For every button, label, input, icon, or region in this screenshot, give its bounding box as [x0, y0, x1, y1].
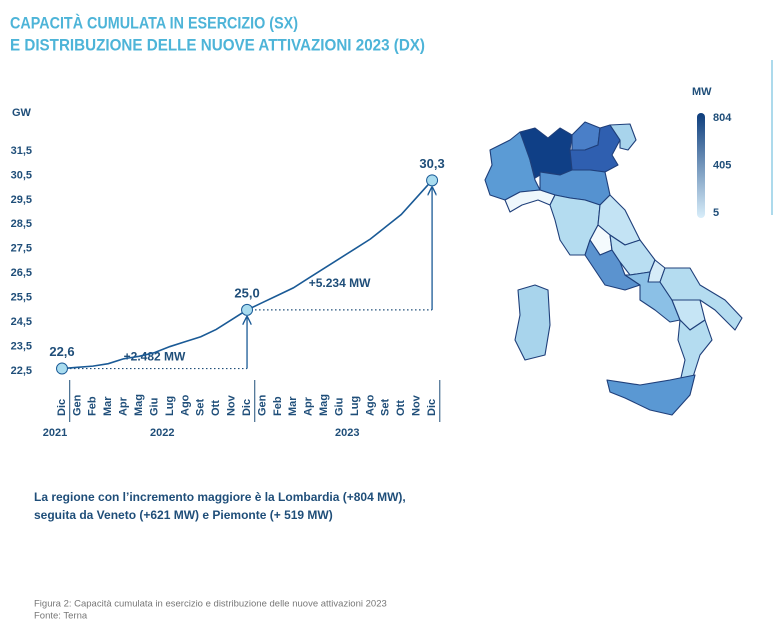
- y-tick-label: 31,5: [11, 145, 32, 157]
- x-tick-label: Feb: [87, 396, 99, 416]
- region: [659, 267, 743, 331]
- x-tick-label: Ott: [210, 400, 222, 416]
- region: [569, 124, 621, 173]
- legend-tick-label: 5: [713, 207, 719, 219]
- x-tick-label: Dic: [426, 399, 438, 416]
- y-tick-label: 27,5: [11, 243, 32, 255]
- data-label: 30,3: [419, 156, 444, 171]
- region: [609, 123, 637, 151]
- x-tick-label: Set: [380, 399, 392, 416]
- x-tick-label: Ott: [395, 400, 407, 416]
- x-tick-label: Apr: [118, 396, 130, 416]
- year-label: 2021: [43, 427, 67, 439]
- x-tick-label: Set: [195, 399, 207, 416]
- data-label: 25,0: [234, 285, 259, 300]
- note-line: La regione con l’incremento maggiore è l…: [34, 490, 406, 504]
- y-tick-label: 25,5: [11, 292, 32, 304]
- caption: Figura 2: Capacità cumulata in esercizio…: [34, 599, 387, 610]
- x-tick-label: Apr: [303, 396, 315, 416]
- y-tick-label: 26,5: [11, 267, 32, 279]
- x-tick-label: Nov: [411, 394, 423, 416]
- source: Fonte: Terna: [34, 611, 88, 622]
- x-tick-label: Mar: [287, 396, 299, 416]
- x-tick-label: Nov: [226, 394, 238, 416]
- point-marker: [241, 303, 254, 316]
- x-tick-label: Lug: [349, 396, 361, 416]
- x-tick-label: Mar: [102, 396, 114, 416]
- x-tick-label: Lug: [164, 396, 176, 416]
- y-tick-label: 22,5: [11, 365, 32, 377]
- x-tick-label: Feb: [272, 396, 284, 416]
- note-line: seguita da Veneto (+621 MW) e Piemonte (…: [34, 508, 333, 522]
- x-tick-label: Gen: [71, 394, 83, 416]
- y-tick-label: 24,5: [11, 316, 32, 328]
- x-tick-label: Dic: [56, 399, 68, 416]
- legend-tick-label: 804: [713, 112, 732, 124]
- legend-tick-label: 405: [713, 159, 731, 171]
- y-tick-label: 29,5: [11, 194, 32, 206]
- y-tick-label: 28,5: [11, 218, 32, 230]
- y-tick-label: 23,5: [11, 340, 32, 352]
- x-tick-label: Dic: [241, 399, 253, 416]
- year-label: 2023: [335, 427, 359, 439]
- annotation-label: +5.234 MW: [309, 276, 371, 290]
- x-tick-label: Giu: [333, 398, 345, 416]
- x-tick-label: Gen: [256, 394, 268, 416]
- region: [606, 374, 696, 416]
- year-label: 2022: [150, 427, 174, 439]
- point-marker: [426, 174, 439, 187]
- x-tick-label: Mag: [318, 394, 330, 416]
- legend-title: MW: [692, 86, 712, 98]
- data-label: 22,6: [49, 344, 74, 359]
- point-marker: [56, 362, 68, 375]
- x-tick-label: Ago: [364, 394, 376, 416]
- x-tick-label: Ago: [179, 394, 191, 416]
- italy-map: [484, 121, 743, 416]
- x-tick-label: Mag: [133, 394, 145, 416]
- color-scale: [697, 113, 705, 218]
- x-tick-label: Giu: [148, 398, 160, 416]
- region: [514, 284, 551, 361]
- y-axis-label: GW: [12, 107, 32, 119]
- region: [677, 319, 713, 383]
- y-tick-label: 30,5: [11, 169, 32, 181]
- title-line: E DISTRIBUZIONE DELLE NUOVE ATTIVAZIONI …: [10, 35, 425, 54]
- annotation-label: +2.482 MW: [124, 350, 186, 364]
- title-line: CAPACITÀ CUMULATA IN ESERCIZIO (SX): [10, 13, 298, 32]
